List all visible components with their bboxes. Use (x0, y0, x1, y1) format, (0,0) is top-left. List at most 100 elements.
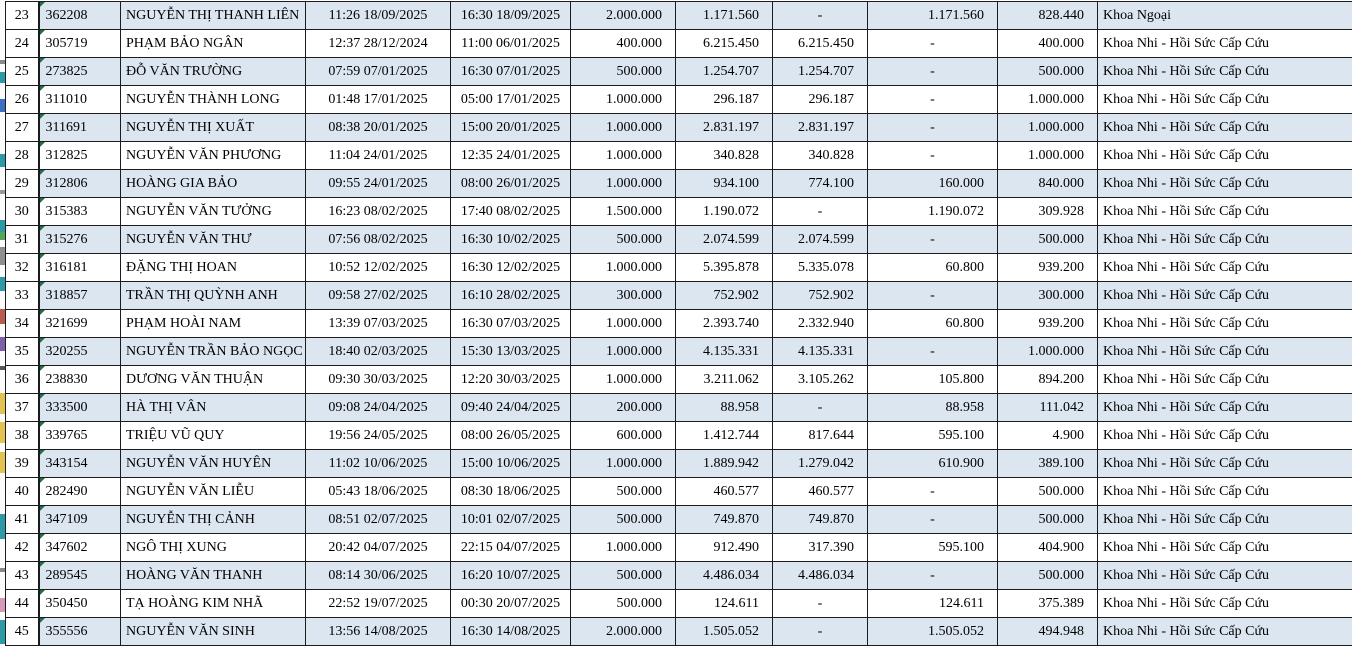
cell-amount-4[interactable]: - (867, 113, 998, 142)
cell-row-number[interactable]: 28 (5, 141, 40, 170)
cell-department[interactable]: Khoa Nhi - Hồi Sức Cấp Cứu (1097, 57, 1352, 86)
cell-datetime-end[interactable]: 22:15 04/07/2025 (450, 533, 571, 562)
cell-amount-5[interactable]: 840.000 (997, 169, 1098, 198)
cell-patient-name[interactable]: ĐỖ VĂN TRƯỜNG (120, 57, 306, 86)
cell-datetime-end[interactable]: 12:35 24/01/2025 (450, 141, 571, 170)
cell-amount-2[interactable]: 934.100 (675, 169, 773, 198)
cell-datetime-end[interactable]: 09:40 24/04/2025 (450, 393, 571, 422)
cell-amount-4[interactable]: 1.505.052 (867, 617, 998, 646)
cell-patient-name[interactable]: TRIỆU VŨ QUY (120, 421, 306, 450)
cell-row-number[interactable]: 24 (5, 29, 40, 58)
cell-datetime-end[interactable]: 17:40 08/02/2025 (450, 197, 571, 226)
cell-patient-id[interactable]: 347109 (38, 505, 121, 534)
cell-datetime-end[interactable]: 15:00 10/06/2025 (450, 449, 571, 478)
cell-department[interactable]: Khoa Nhi - Hồi Sức Cấp Cứu (1097, 589, 1352, 618)
cell-amount-5[interactable]: 1.000.000 (997, 85, 1098, 114)
cell-patient-name[interactable]: PHẠM BẢO NGÂN (120, 29, 306, 58)
cell-department[interactable]: Khoa Nhi - Hồi Sức Cấp Cứu (1097, 141, 1352, 170)
cell-amount-4[interactable]: - (867, 505, 998, 534)
cell-row-number[interactable]: 40 (5, 477, 40, 506)
cell-department[interactable]: Khoa Nhi - Hồi Sức Cấp Cứu (1097, 113, 1352, 142)
cell-row-number[interactable]: 38 (5, 421, 40, 450)
cell-amount-4[interactable]: 1.190.072 (867, 197, 998, 226)
cell-amount-5[interactable]: 939.200 (997, 309, 1098, 338)
cell-amount-5[interactable]: 1.000.000 (997, 337, 1098, 366)
cell-amount-3[interactable]: - (772, 1, 868, 30)
cell-datetime-start[interactable]: 19:56 24/05/2025 (305, 421, 451, 450)
cell-amount-3[interactable]: - (772, 393, 868, 422)
cell-amount-3[interactable]: 749.870 (772, 505, 868, 534)
cell-amount-1[interactable]: 1.000.000 (570, 309, 676, 338)
cell-department[interactable]: Khoa Nhi - Hồi Sức Cấp Cứu (1097, 365, 1352, 394)
cell-department[interactable]: Khoa Ngoại (1097, 1, 1352, 30)
cell-amount-4[interactable]: 595.100 (867, 533, 998, 562)
cell-department[interactable]: Khoa Nhi - Hồi Sức Cấp Cứu (1097, 281, 1352, 310)
cell-datetime-end[interactable]: 15:00 20/01/2025 (450, 113, 571, 142)
cell-patient-id[interactable]: 305719 (38, 29, 121, 58)
cell-amount-1[interactable]: 1.500.000 (570, 197, 676, 226)
cell-patient-name[interactable]: DƯƠNG VĂN THUẬN (120, 365, 306, 394)
cell-amount-4[interactable]: 60.800 (867, 309, 998, 338)
cell-row-number[interactable]: 35 (5, 337, 40, 366)
cell-department[interactable]: Khoa Nhi - Hồi Sức Cấp Cứu (1097, 253, 1352, 282)
cell-amount-2[interactable]: 5.395.878 (675, 253, 773, 282)
cell-row-number[interactable]: 30 (5, 197, 40, 226)
cell-datetime-start[interactable]: 09:30 30/03/2025 (305, 365, 451, 394)
cell-amount-1[interactable]: 1.000.000 (570, 533, 676, 562)
cell-datetime-start[interactable]: 08:51 02/07/2025 (305, 505, 451, 534)
cell-amount-5[interactable]: 500.000 (997, 57, 1098, 86)
cell-patient-name[interactable]: HOÀNG GIA BẢO (120, 169, 306, 198)
cell-row-number[interactable]: 37 (5, 393, 40, 422)
cell-amount-3[interactable]: 5.335.078 (772, 253, 868, 282)
cell-amount-5[interactable]: 300.000 (997, 281, 1098, 310)
cell-patient-id[interactable]: 312806 (38, 169, 121, 198)
cell-patient-name[interactable]: NGUYỄN VĂN TƯỞNG (120, 197, 306, 226)
cell-amount-4[interactable]: - (867, 141, 998, 170)
cell-amount-3[interactable]: - (772, 617, 868, 646)
cell-patient-id[interactable]: 273825 (38, 57, 121, 86)
cell-amount-5[interactable]: 500.000 (997, 505, 1098, 534)
cell-amount-5[interactable]: 400.000 (997, 29, 1098, 58)
cell-patient-id[interactable]: 311010 (38, 85, 121, 114)
cell-patient-id[interactable]: 339765 (38, 421, 121, 450)
cell-patient-id[interactable]: 316181 (38, 253, 121, 282)
cell-datetime-start[interactable]: 08:38 20/01/2025 (305, 113, 451, 142)
cell-amount-4[interactable]: - (867, 57, 998, 86)
cell-patient-id[interactable]: 318857 (38, 281, 121, 310)
cell-amount-1[interactable]: 600.000 (570, 421, 676, 450)
cell-amount-3[interactable]: 3.105.262 (772, 365, 868, 394)
cell-amount-1[interactable]: 200.000 (570, 393, 676, 422)
cell-amount-4[interactable]: 160.000 (867, 169, 998, 198)
cell-amount-2[interactable]: 1.171.560 (675, 1, 773, 30)
cell-amount-1[interactable]: 1.000.000 (570, 141, 676, 170)
cell-patient-id[interactable]: 362208 (38, 1, 121, 30)
cell-amount-5[interactable]: 389.100 (997, 449, 1098, 478)
cell-amount-2[interactable]: 2.393.740 (675, 309, 773, 338)
cell-amount-1[interactable]: 500.000 (570, 57, 676, 86)
cell-amount-3[interactable]: 340.828 (772, 141, 868, 170)
cell-amount-1[interactable]: 2.000.000 (570, 1, 676, 30)
cell-patient-id[interactable]: 238830 (38, 365, 121, 394)
cell-amount-5[interactable]: 4.900 (997, 421, 1098, 450)
cell-datetime-start[interactable]: 01:48 17/01/2025 (305, 85, 451, 114)
cell-patient-name[interactable]: NGÔ THỊ XUNG (120, 533, 306, 562)
cell-amount-3[interactable]: 6.215.450 (772, 29, 868, 58)
cell-datetime-start[interactable]: 08:14 30/06/2025 (305, 561, 451, 590)
cell-patient-id[interactable]: 333500 (38, 393, 121, 422)
cell-amount-2[interactable]: 1.190.072 (675, 197, 773, 226)
cell-amount-5[interactable]: 1.000.000 (997, 113, 1098, 142)
cell-row-number[interactable]: 34 (5, 309, 40, 338)
cell-amount-3[interactable]: 817.644 (772, 421, 868, 450)
cell-department[interactable]: Khoa Nhi - Hồi Sức Cấp Cứu (1097, 337, 1352, 366)
cell-datetime-start[interactable]: 11:02 10/06/2025 (305, 449, 451, 478)
cell-datetime-end[interactable]: 00:30 20/07/2025 (450, 589, 571, 618)
cell-patient-id[interactable]: 320255 (38, 337, 121, 366)
cell-amount-1[interactable]: 500.000 (570, 505, 676, 534)
cell-amount-5[interactable]: 375.389 (997, 589, 1098, 618)
cell-row-number[interactable]: 45 (5, 617, 40, 646)
cell-amount-2[interactable]: 4.135.331 (675, 337, 773, 366)
cell-amount-5[interactable]: 500.000 (997, 477, 1098, 506)
cell-patient-id[interactable]: 350450 (38, 589, 121, 618)
cell-row-number[interactable]: 41 (5, 505, 40, 534)
cell-row-number[interactable]: 39 (5, 449, 40, 478)
